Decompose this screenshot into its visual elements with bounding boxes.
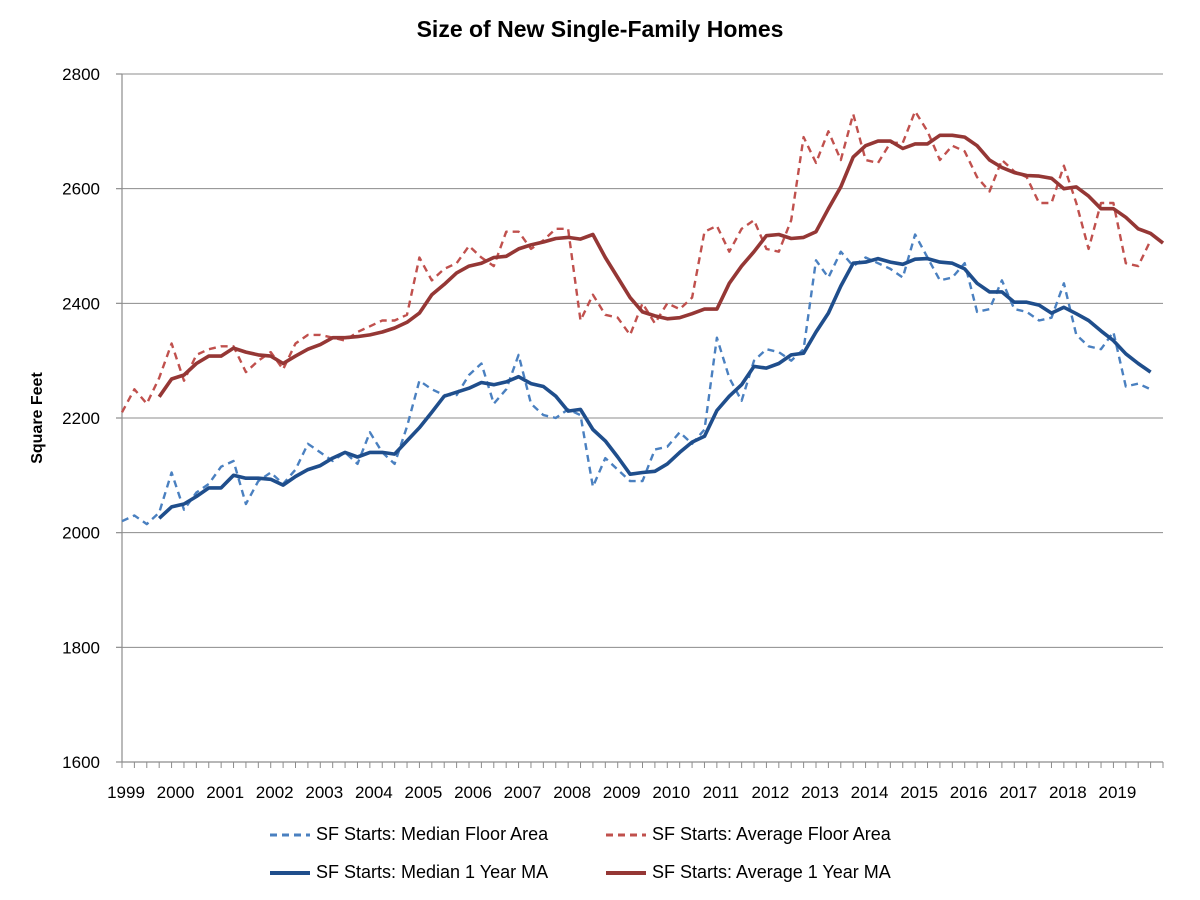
chart-title: Size of New Single-Family Homes: [416, 16, 784, 42]
legend-label-median-ma: SF Starts: Median 1 Year MA: [316, 862, 549, 882]
legend-swatch-average-ma: [606, 870, 646, 875]
y-tick-label: 2600: [62, 180, 100, 199]
x-tick-label: 2009: [603, 783, 641, 802]
x-tick-label: 2002: [256, 783, 294, 802]
x-tick-label: 2018: [1049, 783, 1087, 802]
x-tick-label: 2008: [553, 783, 591, 802]
axis-layer: [116, 73, 1164, 768]
y-tick-label: 2400: [62, 294, 100, 313]
x-tick-label: 2013: [801, 783, 839, 802]
x-tick-label: 2003: [305, 783, 343, 802]
legend-label-average-ma: SF Starts: Average 1 Year MA: [652, 862, 891, 882]
x-tick-label: 2016: [950, 783, 988, 802]
x-tick-label: 2007: [504, 783, 542, 802]
x-tick-label: 2015: [900, 783, 938, 802]
y-tick-label: 1600: [62, 753, 100, 772]
label-layer: 1600 1800 2000 2200 2400 2600 2800 1999 2000 2001…: [62, 65, 1136, 802]
x-tick-label: 2004: [355, 783, 393, 802]
x-tick-label: 2017: [999, 783, 1037, 802]
legend-item-median: SF Starts: Median Floor Area: [268, 824, 548, 845]
series-layer: [120, 110, 1165, 526]
x-tick-label: 2012: [752, 783, 790, 802]
series-line-3: [157, 133, 1165, 398]
grid-layer: [122, 73, 1163, 763]
y-tick-label: 2800: [62, 65, 100, 84]
legend-item-median-ma: SF Starts: Median 1 Year MA: [268, 862, 548, 883]
x-tick-label: 2011: [703, 783, 740, 802]
x-tick-label: 2006: [454, 783, 492, 802]
legend-label-average: SF Starts: Average Floor Area: [652, 824, 891, 844]
legend-label-median: SF Starts: Median Floor Area: [316, 824, 549, 844]
series-line-2: [157, 256, 1152, 520]
x-tick-label: 2001: [206, 783, 244, 802]
x-tick-label: 2005: [405, 783, 443, 802]
x-tick-label: 1999: [107, 783, 145, 802]
x-tick-label: 2010: [652, 783, 690, 802]
x-tick-label: 2000: [157, 783, 195, 802]
x-tick-label: 2014: [851, 783, 889, 802]
y-tick-label: 2000: [62, 524, 100, 543]
legend: SF Starts: Median Floor Area SF Starts: …: [0, 820, 1200, 890]
y-tick-label: 1800: [62, 638, 100, 657]
legend-item-average-ma: SF Starts: Average 1 Year MA: [604, 862, 891, 883]
y-tick-label: 2200: [62, 409, 100, 428]
series-line-1: [120, 110, 1152, 413]
legend-item-average: SF Starts: Average Floor Area: [604, 824, 891, 845]
legend-swatch-median-ma: [270, 870, 310, 875]
legend-swatch-median: [270, 833, 310, 836]
series-line-0: [121, 233, 1152, 526]
legend-swatch-average: [606, 833, 646, 836]
x-tick-label: 2019: [1099, 783, 1137, 802]
